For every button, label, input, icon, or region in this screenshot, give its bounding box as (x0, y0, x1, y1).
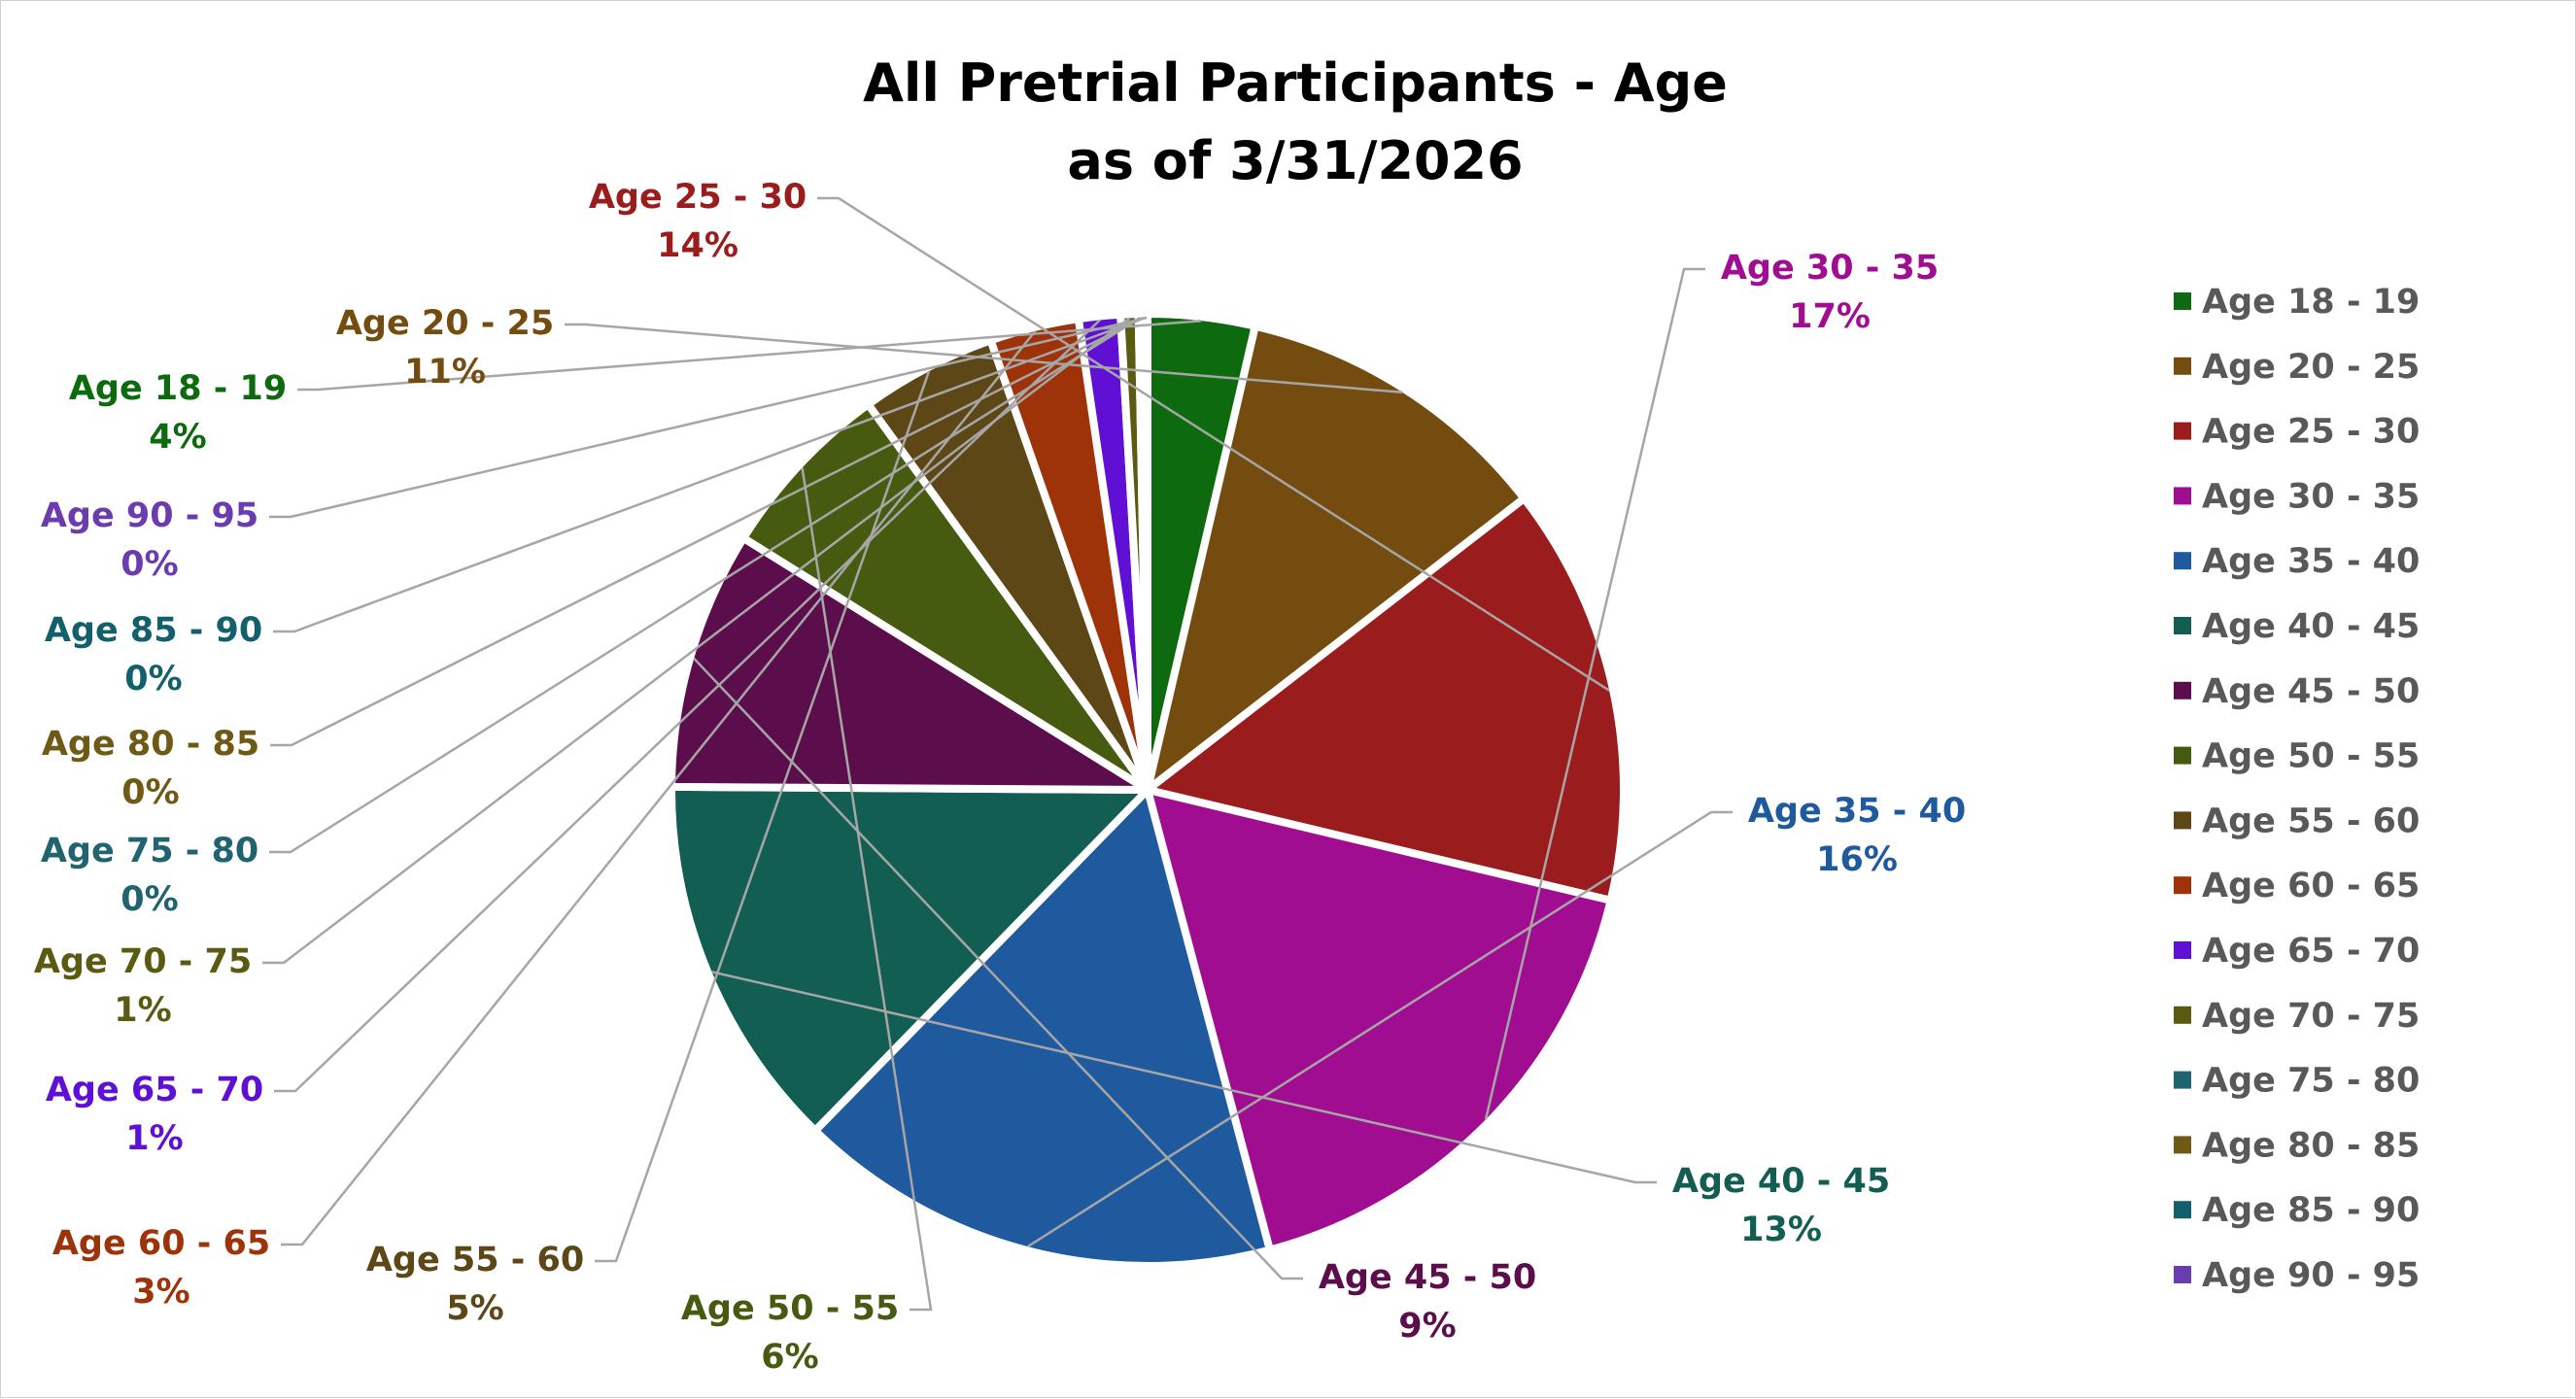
legend-label-age-45-50: Age 45 - 50 (2202, 672, 2420, 711)
data-label-category: Age 18 - 19 (69, 369, 287, 408)
data-label-category: Age 85 - 90 (45, 611, 262, 650)
legend-swatch-age-70-75 (2174, 1006, 2191, 1024)
leader-line-age-55-60 (595, 370, 931, 1263)
data-label-percent: 0% (120, 545, 178, 584)
legend-label-age-70-75: Age 70 - 75 (2202, 997, 2420, 1036)
leader-line-age-20-25 (565, 323, 1403, 394)
leader-line-age-60-65 (281, 330, 1037, 1246)
data-label-category: Age 70 - 75 (34, 942, 252, 981)
leader-line-age-70-75 (262, 317, 1131, 965)
legend-label-age-75-80: Age 75 - 80 (2202, 1062, 2420, 1101)
leader-line-age-80-85 (270, 316, 1144, 747)
leader-line-age-25-30 (817, 196, 1610, 692)
leader-line-age-85-90 (273, 316, 1147, 633)
data-label-percent: 13% (1740, 1211, 1822, 1249)
data-label-category: Age 50 - 55 (681, 1289, 899, 1328)
legend: Age 18 - 19 Age 20 - 25 Age 25 - 30 Age 30 … (2174, 283, 2420, 1295)
leader-line-age-65-70 (274, 319, 1101, 1093)
data-label-percent: 11% (404, 353, 486, 392)
legend-label-age-85-90: Age 85 - 90 (2202, 1191, 2420, 1230)
data-label-category: Age 35 - 40 (1748, 792, 1966, 831)
data-label-percent: 14% (657, 226, 738, 265)
pie-slice-age-40-45 (668, 782, 1151, 1135)
legend-swatch-age-30-35 (2174, 487, 2191, 505)
chart-title: All Pretrial Participants - Age (863, 52, 1728, 114)
data-label-percent: 5% (446, 1289, 503, 1328)
legend-label-age-50-55: Age 50 - 55 (2202, 737, 2420, 776)
data-label-category: Age 80 - 85 (42, 725, 259, 764)
data-label-category: Age 45 - 50 (1319, 1258, 1536, 1297)
data-label-category: Age 40 - 45 (1672, 1162, 1890, 1201)
data-label-percent: 16% (1816, 840, 1898, 879)
data-label-category: Age 90 - 95 (41, 496, 258, 535)
legend-label-age-18-19: Age 18 - 19 (2202, 283, 2420, 322)
data-labels: Age 18 - 19 4% Age 20 - 25 11% Age 25 - 30 14… (34, 178, 1966, 1377)
data-label-category: Age 30 - 35 (1721, 249, 1939, 288)
legend-label-age-80-85: Age 80 - 85 (2202, 1126, 2420, 1165)
data-label-percent: 3% (132, 1273, 189, 1312)
data-label-category: Age 75 - 80 (41, 832, 258, 870)
legend-swatch-age-45-50 (2174, 681, 2191, 700)
legend-label-age-60-65: Age 60 - 65 (2202, 867, 2420, 905)
legend-label-age-65-70: Age 65 - 70 (2202, 932, 2420, 971)
leader-line-age-40-45 (711, 971, 1657, 1184)
legend-swatch-age-25-30 (2174, 422, 2191, 440)
data-label-percent: 0% (121, 773, 179, 812)
pie-slice-age-90-95 (1142, 309, 1151, 794)
data-label-percent: 6% (761, 1338, 818, 1377)
legend-swatch-age-75-80 (2174, 1071, 2191, 1089)
legend-swatch-age-20-25 (2174, 357, 2191, 375)
legend-swatch-age-80-85 (2174, 1136, 2191, 1154)
legend-label-age-35-40: Age 35 - 40 (2202, 542, 2420, 581)
legend-swatch-age-85-90 (2174, 1201, 2191, 1219)
data-label-category: Age 55 - 60 (366, 1241, 584, 1280)
chart-subtitle: as of 3/31/2026 (1067, 130, 1523, 191)
data-label-category: Age 65 - 70 (46, 1071, 263, 1109)
leader-line-age-18-19 (297, 319, 1202, 392)
data-label-percent: 0% (120, 880, 178, 919)
data-label-percent: 17% (1789, 297, 1871, 336)
leader-line-age-75-80 (269, 317, 1141, 854)
data-label-percent: 0% (124, 660, 182, 699)
pie-slice-age-25-30 (1144, 495, 1628, 904)
pie-slice-age-30-35 (1144, 786, 1615, 1254)
leader-line-age-90-95 (269, 316, 1148, 519)
data-label-category: Age 20 - 25 (336, 304, 554, 343)
pie-slice-age-45-50 (668, 533, 1151, 794)
data-label-percent: 1% (114, 991, 171, 1030)
legend-swatch-age-55-60 (2174, 811, 2191, 830)
legend-swatch-age-50-55 (2174, 746, 2191, 765)
legend-swatch-age-90-95 (2174, 1266, 2191, 1283)
data-label-percent: 4% (149, 418, 206, 457)
legend-label-age-55-60: Age 55 - 60 (2202, 802, 2420, 840)
data-label-category: Age 25 - 30 (589, 178, 807, 217)
legend-label-age-40-45: Age 40 - 45 (2202, 607, 2420, 646)
legend-label-age-30-35: Age 30 - 35 (2202, 477, 2420, 516)
leader-line-age-50-55 (801, 467, 933, 1312)
legend-label-age-20-25: Age 20 - 25 (2202, 348, 2420, 387)
leader-line-age-45-50 (693, 657, 1303, 1280)
leader-line-age-35-40 (1027, 810, 1733, 1248)
data-label-category: Age 60 - 65 (52, 1224, 270, 1263)
pie-slices (668, 309, 1628, 1270)
legend-swatch-age-35-40 (2174, 552, 2191, 570)
legend-label-age-90-95: Age 90 - 95 (2202, 1256, 2420, 1295)
legend-swatch-age-65-70 (2174, 941, 2191, 959)
leader-lines (262, 196, 1733, 1312)
data-label-percent: 9% (1398, 1307, 1456, 1346)
data-label-percent: 1% (125, 1119, 183, 1158)
legend-swatch-age-60-65 (2174, 876, 2191, 895)
legend-label-age-25-30: Age 25 - 30 (2202, 413, 2420, 452)
pie-slice-age-20-25 (1144, 322, 1528, 794)
legend-swatch-age-40-45 (2174, 617, 2191, 634)
legend-swatch-age-18-19 (2174, 292, 2191, 310)
pie-slice-age-50-55 (739, 400, 1151, 794)
leader-line-age-30-35 (1484, 267, 1705, 1120)
